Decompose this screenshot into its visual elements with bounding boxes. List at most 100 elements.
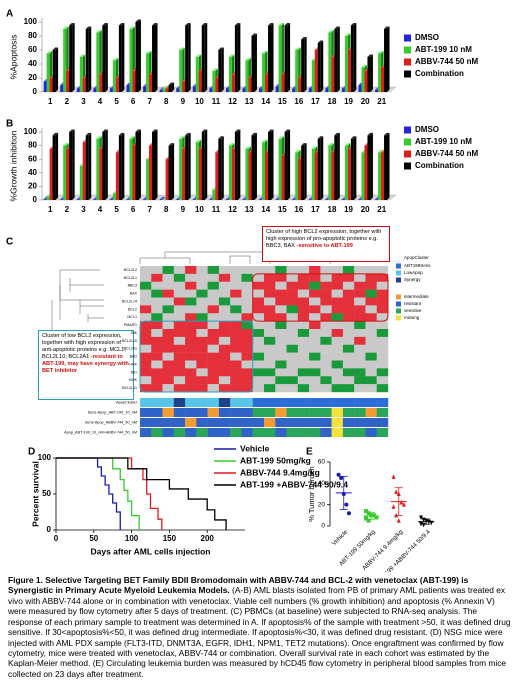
y-tick-label: 100	[24, 17, 38, 26]
heat-cell	[196, 273, 208, 282]
heat-cell	[162, 329, 175, 338]
heat-cell	[218, 329, 231, 338]
heat-cell	[241, 376, 253, 385]
annotation-cell	[196, 418, 208, 427]
heat-cell	[331, 313, 344, 322]
heat-cell	[140, 329, 152, 338]
heat-cell	[185, 352, 197, 361]
bar-side	[171, 143, 175, 200]
annotation-cell	[286, 418, 299, 427]
bar-top	[262, 51, 268, 54]
bar-side	[162, 196, 166, 200]
heat-cell	[162, 289, 175, 298]
heat-cell	[173, 344, 186, 353]
bar	[143, 199, 147, 200]
heat-cell	[309, 336, 321, 345]
heat-cell	[309, 297, 321, 306]
heat-cell	[275, 336, 287, 345]
bar	[179, 50, 183, 92]
heat-cell	[376, 281, 389, 290]
annotation-cell	[286, 398, 299, 407]
heat-cell	[264, 336, 276, 345]
bar	[201, 25, 205, 92]
heat-cell	[309, 289, 321, 298]
heat-cell	[151, 344, 163, 353]
bar	[66, 149, 70, 200]
heat-cell	[196, 321, 208, 330]
heat-cell	[342, 289, 355, 298]
bar	[182, 149, 186, 200]
annotation-cell	[264, 398, 276, 407]
heat-cell	[140, 305, 152, 314]
heat-cell	[173, 384, 186, 393]
point	[371, 513, 376, 518]
annotation-cell	[331, 418, 344, 427]
panel-label: A	[6, 9, 13, 20]
heat-cell	[241, 360, 253, 369]
bar-top	[96, 136, 102, 139]
heat-cell	[151, 384, 163, 393]
heat-cell	[140, 344, 152, 353]
y-tick-label: 60	[318, 459, 326, 466]
bar-top	[102, 129, 108, 132]
bar-side	[353, 23, 357, 92]
heat-cell	[320, 289, 332, 298]
heat-cell	[342, 336, 355, 345]
heat-cell	[376, 336, 389, 345]
heat-cell	[230, 344, 242, 353]
heat-cell	[207, 297, 220, 306]
heat-cell	[275, 344, 287, 353]
heat-cell	[275, 384, 287, 393]
heat-cell	[218, 281, 231, 290]
point	[419, 515, 424, 520]
heat-cell	[241, 352, 253, 361]
bar-side	[105, 129, 108, 200]
bar-top	[284, 129, 291, 132]
bar-top	[179, 47, 185, 50]
bar-top	[195, 139, 202, 143]
bar	[182, 81, 186, 92]
heat-cell	[275, 297, 287, 306]
annotation-cell	[365, 408, 377, 417]
annotation-cell	[365, 398, 377, 407]
heat-cell	[320, 281, 332, 290]
annotation-cell	[309, 398, 321, 407]
heat-cell	[309, 281, 321, 290]
bar	[93, 199, 97, 200]
bar	[350, 25, 354, 92]
bar	[317, 43, 321, 92]
x-tick-label: 1	[48, 205, 53, 214]
annotation-cell	[241, 398, 253, 407]
bar-side	[353, 136, 357, 200]
heat-cell	[320, 273, 332, 282]
bar-side	[155, 23, 158, 92]
bar-side	[105, 23, 108, 92]
heat-cell	[218, 360, 231, 369]
bar	[298, 159, 302, 200]
heat-cell	[196, 305, 208, 314]
heat-cell	[365, 321, 377, 330]
x-tick-label: 9	[181, 205, 186, 214]
annotation-cell	[196, 428, 208, 437]
heat-cell	[275, 368, 287, 377]
bar-top	[344, 143, 351, 146]
bar-top	[245, 58, 251, 61]
heat-cell	[376, 273, 389, 282]
heat-cell	[230, 305, 242, 314]
heat-cell	[376, 297, 389, 306]
heat-cell	[230, 360, 242, 369]
bar	[298, 78, 302, 92]
bar	[143, 86, 147, 92]
bar-side	[55, 132, 59, 200]
bar	[314, 152, 318, 200]
heat-cell	[185, 266, 197, 275]
bar	[347, 149, 351, 200]
heat-cell	[173, 360, 186, 369]
bar-top	[159, 196, 166, 200]
annotation-cell	[354, 418, 366, 427]
heat-cell	[297, 266, 310, 275]
heat-cell	[354, 266, 366, 275]
heat-cell	[331, 368, 344, 377]
heat-cell	[275, 376, 287, 385]
heat-cell	[151, 360, 163, 369]
